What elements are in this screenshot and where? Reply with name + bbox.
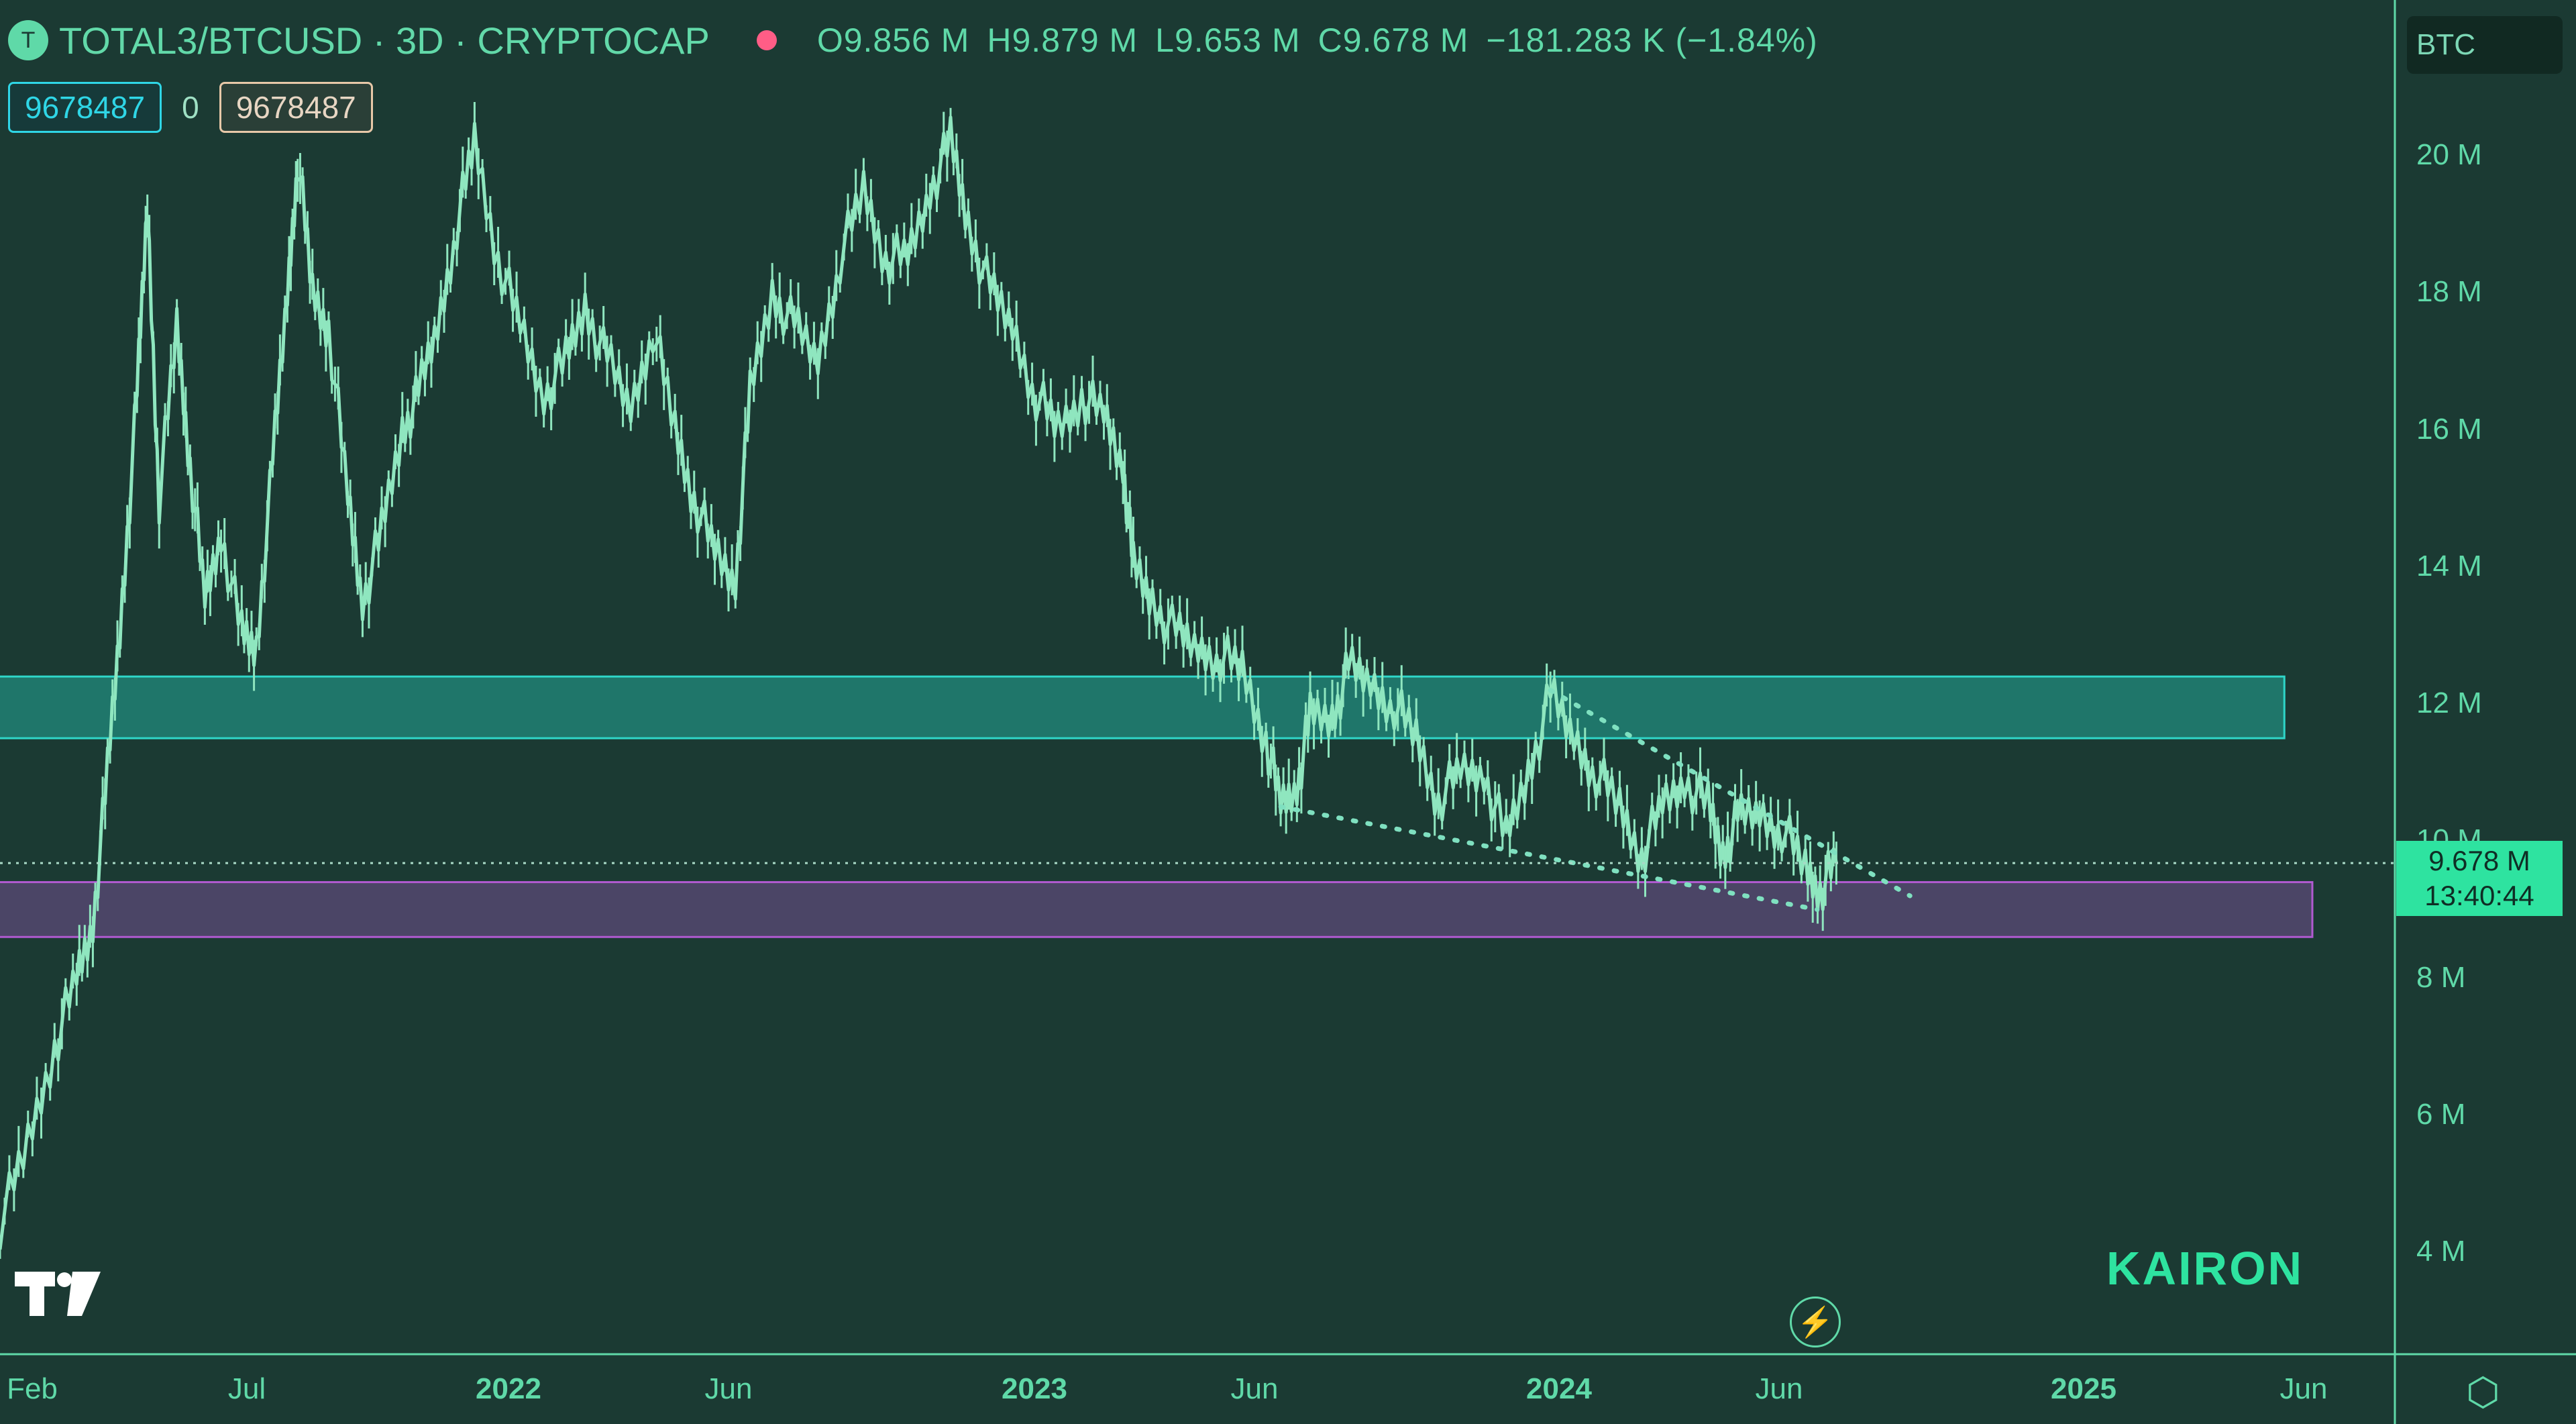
time-tick-label: Jun [1230,1372,1279,1405]
tradingview-logo-icon[interactable] [15,1272,102,1319]
last-price-tag: 9.678 M 13:40:44 [2396,841,2563,916]
input-box-b[interactable]: 9678487 [219,82,373,133]
time-tick-label: Jun [2279,1372,2328,1405]
ohlc-values: O9.856 M H9.879 M L9.653 M C9.678 M −181… [817,21,1818,60]
price-tick-label: 18 M [2416,275,2482,309]
trendlines-layer [1278,688,1913,912]
series-layer [0,102,1838,1259]
bar-countdown: 13:40:44 [2424,880,2534,911]
price-tick-label: 12 M [2416,686,2482,719]
indicator-inputs: 9678487 0 9678487 [8,82,373,133]
price-tick-label: 14 M [2416,549,2482,582]
close-value: C9.678 M [1318,21,1469,59]
zone-resistance[interactable] [0,675,2286,740]
last-price-value: 9.678 M [2428,845,2530,876]
lightning-icon[interactable]: ⚡ [1790,1296,1841,1347]
time-tick-label: 2022 [476,1372,541,1405]
trendline-1[interactable] [1278,804,1820,912]
symbol-title[interactable]: TOTAL3/BTCUSD · 3D · CRYPTOCAP [59,19,710,62]
watermark-logo: KAIRON [2106,1242,2304,1294]
price-tick-label: 4 M [2416,1235,2466,1268]
market-status-dot-icon [756,30,777,50]
price-tick-label: 8 M [2416,960,2466,994]
time-tick-label: Jun [704,1372,753,1405]
symbol-header: T TOTAL3/BTCUSD · 3D · CRYPTOCAP O9.856 … [0,0,2388,81]
time-tick-label: Feb [7,1372,58,1405]
high-value: H9.879 M [987,21,1138,59]
price-tick-label: 6 M [2416,1097,2466,1131]
symbol-logo-icon[interactable]: T [8,20,48,60]
time-tick-label: Jul [227,1372,266,1405]
input-zero: 0 [182,90,199,125]
zones-layer [0,675,2314,938]
input-box-a[interactable]: 9678487 [8,82,162,133]
change-value: −181.283 K (−1.84%) [1486,21,1818,59]
currency-badge[interactable]: BTC [2407,16,2563,74]
price-tick-label: 16 M [2416,412,2482,446]
settings-gear-icon[interactable]: ⬡ [2466,1370,2500,1414]
time-tick-label: Jun [1755,1372,1803,1405]
time-tick-label: 2024 [1526,1372,1592,1405]
low-value: L9.653 M [1155,21,1301,59]
time-tick-label: 2025 [2051,1372,2116,1405]
price-tick-label: 20 M [2416,138,2482,171]
zone-support[interactable] [0,881,2314,938]
time-tick-label: 2023 [1002,1372,1067,1405]
open-value: O9.856 M [816,21,970,59]
trendline-2[interactable] [1548,688,1913,899]
